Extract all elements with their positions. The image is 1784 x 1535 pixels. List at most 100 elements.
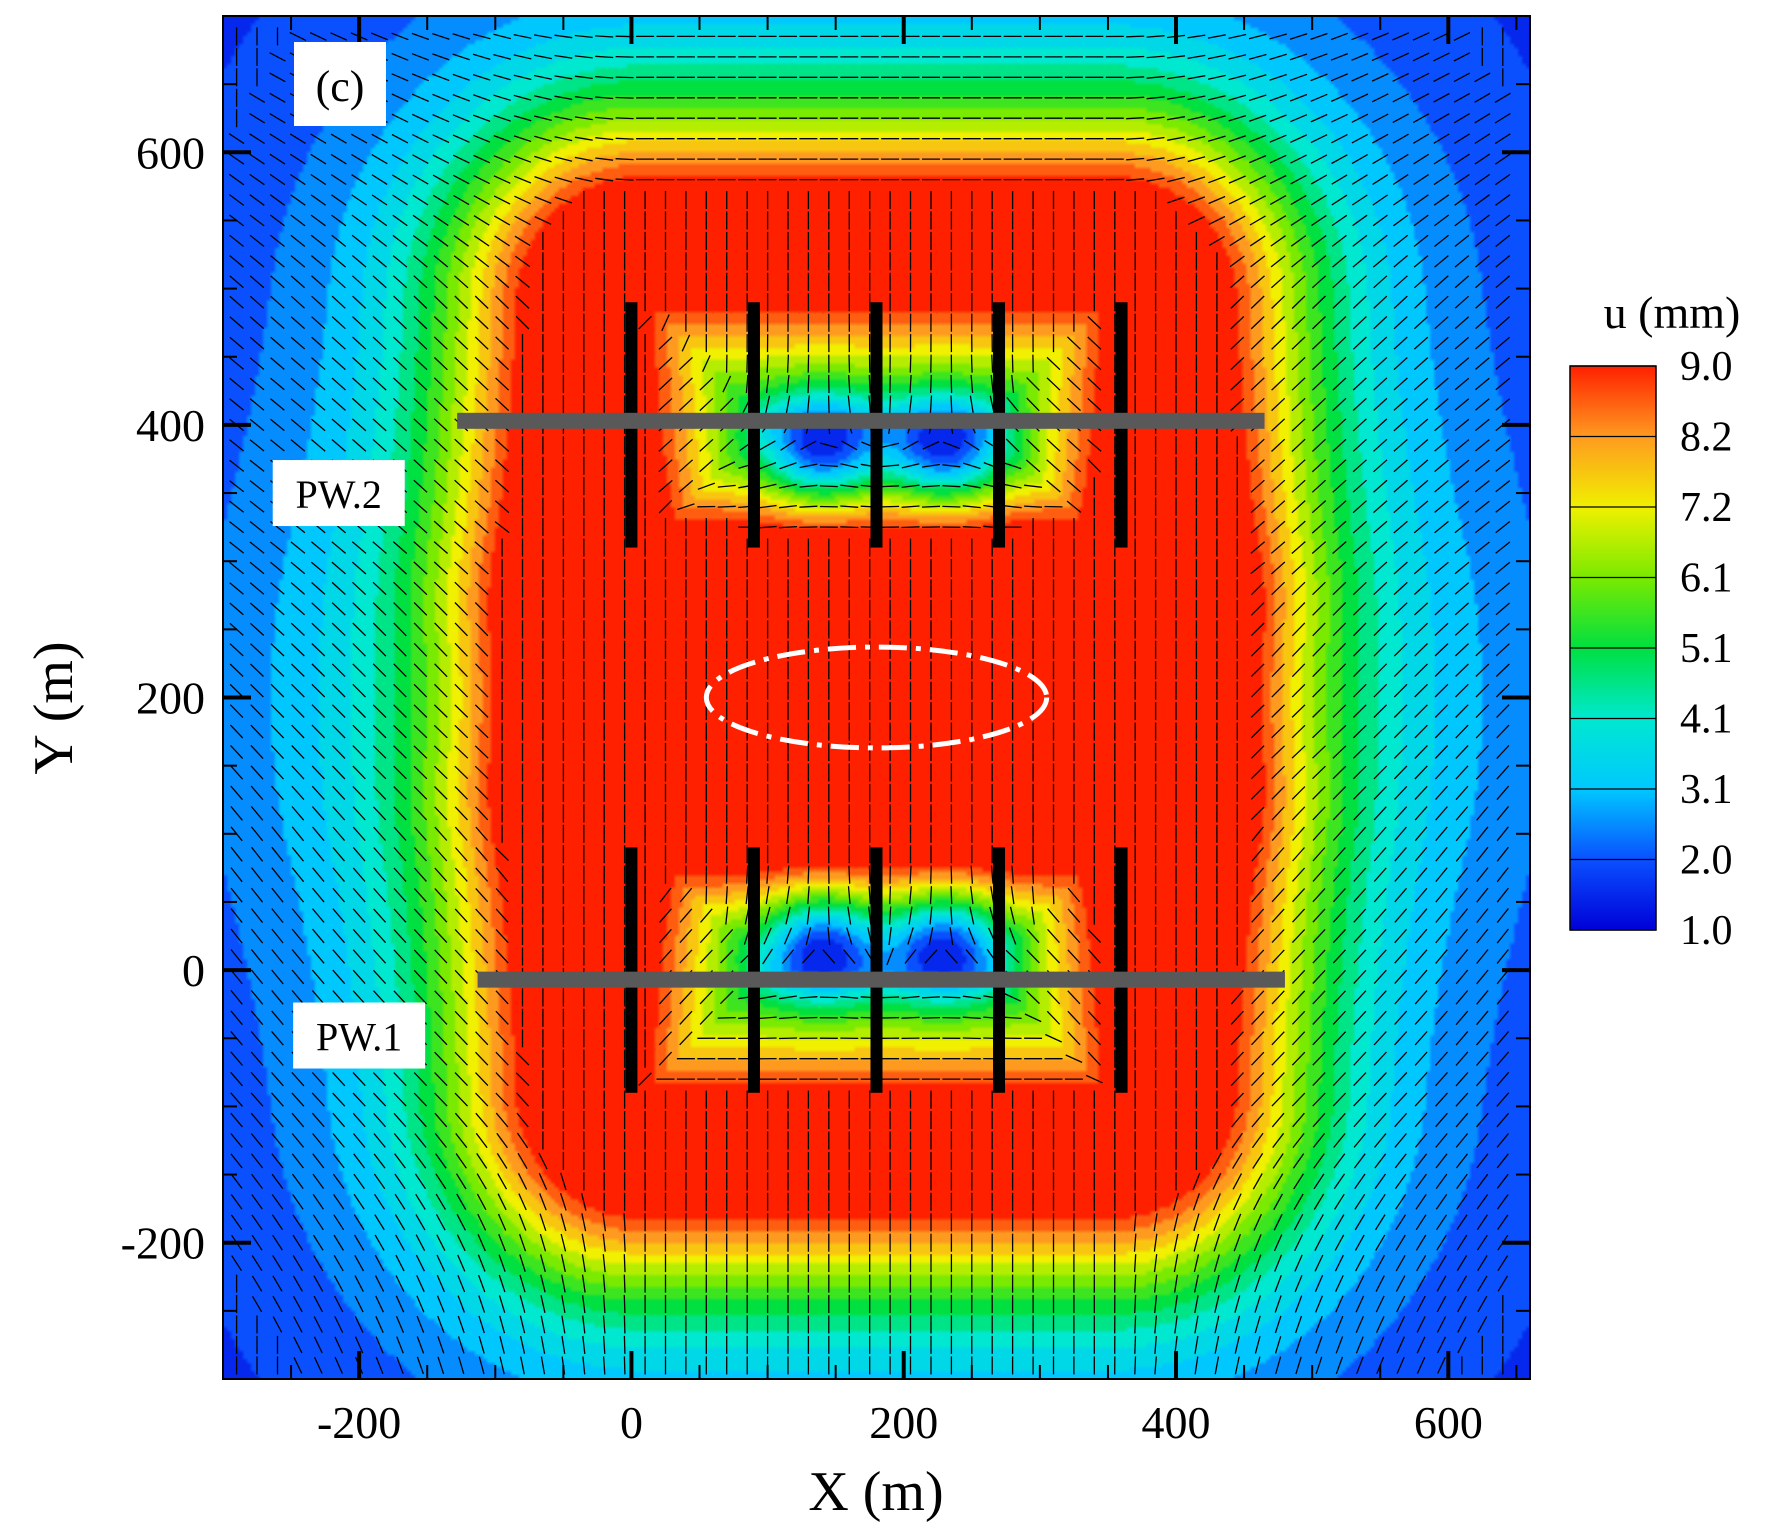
vector-glyph [334, 1295, 344, 1313]
vector-glyph [270, 357, 285, 370]
vector-glyph [413, 990, 428, 1005]
vector-glyph [1272, 1153, 1284, 1169]
vector-glyph [1228, 195, 1246, 205]
vector-glyph [1087, 356, 1102, 371]
vector-glyph [311, 295, 326, 309]
vector-glyph [1292, 1153, 1305, 1169]
vector-glyph [1251, 1092, 1265, 1107]
vector-glyph [807, 886, 810, 905]
vector-glyph [944, 949, 958, 964]
vector-glyph [289, 31, 307, 41]
vector-glyph [1435, 887, 1448, 903]
vector-glyph [434, 969, 448, 984]
vector-glyph [602, 1213, 607, 1232]
vector-glyph [414, 1153, 427, 1169]
vector-glyph [291, 785, 305, 801]
vector-glyph [230, 1112, 243, 1128]
vector-glyph [1454, 377, 1470, 391]
vector-glyph [457, 1254, 466, 1272]
vector-glyph [822, 949, 836, 964]
vector-glyph [1496, 969, 1509, 985]
vector-glyph [1270, 275, 1286, 289]
vector-glyph [1354, 1193, 1366, 1210]
vector-glyph [1413, 214, 1429, 227]
vector-glyph [372, 581, 387, 596]
vector-glyph [1353, 1112, 1367, 1128]
vector-glyph [1331, 113, 1348, 123]
vector-glyph [1228, 135, 1247, 143]
vector-glyph [391, 32, 409, 41]
vector-glyph [1454, 153, 1470, 165]
vector-glyph [1133, 1213, 1137, 1232]
vector-glyph [292, 1255, 304, 1272]
vector-glyph [840, 484, 859, 488]
vector-glyph [1353, 867, 1367, 882]
vector-glyph [413, 438, 428, 452]
vector-glyph [454, 765, 469, 780]
vector-glyph [1332, 438, 1347, 452]
vector-glyph [269, 113, 286, 124]
vector-glyph [1495, 275, 1511, 289]
vector-glyph [1087, 336, 1102, 350]
vector-glyph [454, 602, 469, 616]
vector-glyph [1291, 377, 1306, 391]
vector-glyph [1495, 357, 1511, 370]
vector-glyph [1414, 867, 1428, 883]
vector-glyph [1354, 1214, 1366, 1231]
vector-glyph [393, 1133, 407, 1148]
vector-glyph [1455, 1051, 1469, 1066]
vector-glyph [807, 374, 810, 394]
vector-glyph [1393, 479, 1408, 493]
vector-glyph [1314, 1275, 1324, 1293]
vector-glyph [1250, 765, 1265, 780]
vector-glyph [334, 1316, 344, 1333]
vector-glyph [1414, 643, 1428, 657]
vector-glyph [1331, 154, 1348, 165]
vector-glyph [799, 526, 818, 529]
vector-glyph [249, 112, 266, 124]
vector-glyph [1434, 459, 1449, 473]
vector-glyph [432, 53, 450, 61]
vector-glyph [1291, 541, 1306, 554]
vector-glyph [1330, 93, 1348, 102]
vector-glyph [868, 374, 871, 394]
vector-glyph [250, 1133, 264, 1148]
vector-glyph [1271, 1051, 1285, 1066]
vector-glyph [1312, 949, 1326, 964]
vector-glyph [1395, 1254, 1406, 1272]
vector-glyph [1332, 786, 1347, 800]
vector-glyph [396, 1356, 404, 1375]
vector-glyph [1228, 33, 1247, 40]
vector-glyph [1312, 704, 1326, 718]
vector-glyph [250, 928, 264, 944]
highlight-ellipse [703, 644, 1050, 751]
vector-glyph [1412, 93, 1430, 103]
vector-glyph [1352, 438, 1367, 452]
vector-glyph [1394, 1173, 1407, 1190]
vector-glyph [766, 354, 769, 373]
vector-glyph [658, 949, 672, 964]
vector-glyph [1394, 846, 1407, 862]
vector-glyph [475, 642, 489, 657]
vector-glyph [717, 505, 736, 508]
vector-glyph [1435, 1214, 1448, 1231]
vector-glyph [1293, 1193, 1304, 1210]
vector-glyph [1413, 439, 1429, 452]
vector-glyph [413, 479, 428, 493]
vector-glyph [434, 602, 448, 616]
vector-glyph [1372, 174, 1389, 185]
vector-glyph [290, 275, 306, 289]
vector-glyph [331, 581, 346, 595]
vector-glyph [1251, 1031, 1265, 1046]
vector-glyph [1352, 336, 1367, 350]
vector-glyph [393, 765, 407, 780]
vector-glyph [291, 704, 305, 718]
vector-glyph [1414, 785, 1428, 800]
vector-glyph [332, 867, 345, 883]
vector-glyph [1271, 928, 1285, 944]
vector-glyph [1355, 1356, 1364, 1375]
vector-glyph [840, 526, 859, 529]
vector-glyph [229, 724, 244, 739]
